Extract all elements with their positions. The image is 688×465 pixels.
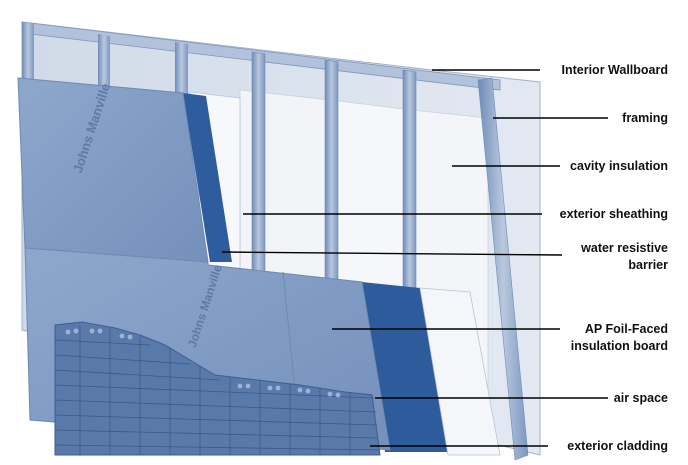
leader-water-resistive-barrier bbox=[221, 251, 563, 256]
label-ap-board-line2: insulation board bbox=[570, 339, 668, 353]
exterior-cladding-brick bbox=[54, 321, 381, 456]
callout-leader-lines bbox=[221, 69, 608, 447]
label-cavity-insulation: cavity insulation bbox=[570, 159, 668, 173]
label-exterior-cladding: exterior cladding bbox=[567, 439, 668, 453]
label-interior-wallboard: Interior Wallboard bbox=[561, 63, 669, 77]
label-air-space: air space bbox=[613, 391, 668, 405]
label-exterior-sheathing: exterior sheathing bbox=[559, 207, 668, 221]
exterior-sheathing-lower bbox=[419, 287, 501, 456]
label-ap-foil-faced-board: AP Foil-Faced insulation board bbox=[571, 321, 668, 355]
label-framing: framing bbox=[622, 111, 668, 125]
label-ap-board-line1: AP Foil-Faced bbox=[584, 322, 668, 336]
label-water-resistive-barrier: water resistive barrier bbox=[581, 240, 668, 274]
label-water-resistive-barrier-line2: barrier bbox=[628, 258, 668, 272]
water-resistive-barrier-upper bbox=[183, 93, 232, 262]
label-water-resistive-barrier-line1: water resistive bbox=[581, 241, 668, 255]
ap-board-upper bbox=[17, 77, 209, 263]
